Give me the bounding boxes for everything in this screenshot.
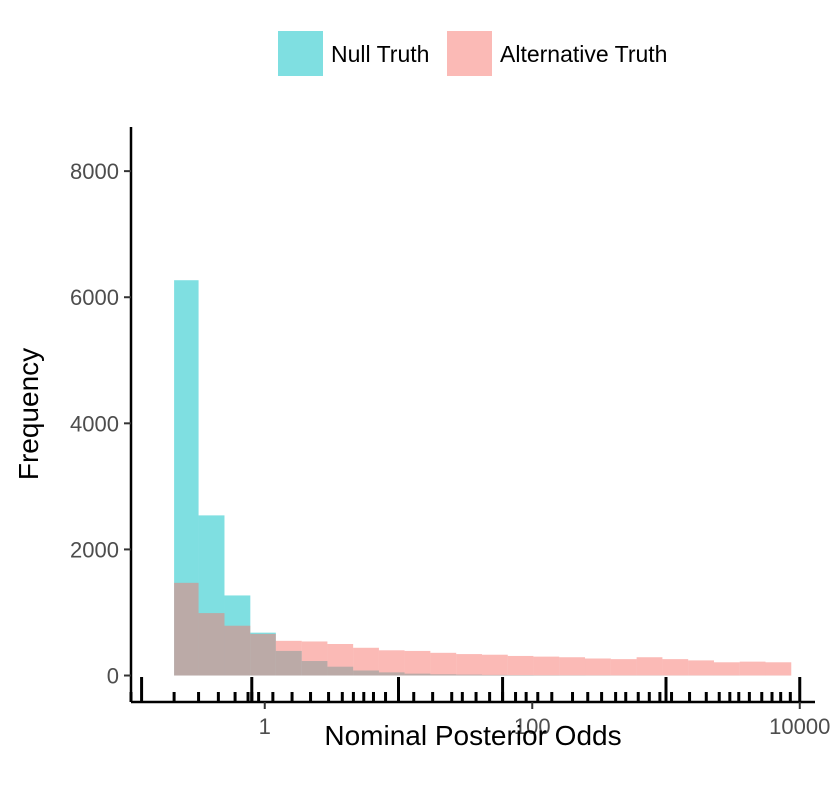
y-tick-label-4: 8000 <box>70 159 119 184</box>
x-tick-label-1: 100 <box>514 714 551 739</box>
legend-label-alternative-truth: Alternative Truth <box>500 41 667 67</box>
alternative-truth-bar-12 <box>482 654 508 676</box>
alternative-truth-bar-6 <box>327 644 354 676</box>
legend: Null Truth Alternative Truth <box>278 31 667 76</box>
alternative-truth-bar-11 <box>456 654 482 676</box>
legend-swatch-null-truth <box>278 31 323 76</box>
y-tick-label-1: 2000 <box>70 537 119 562</box>
alternative-truth-bar-14 <box>533 656 560 676</box>
alternative-truth-bar-7 <box>353 647 379 676</box>
alternative-truth-bar-13 <box>507 655 534 676</box>
alternative-truth-bar-10 <box>430 652 457 676</box>
alternative-truth-bar-16 <box>585 658 611 676</box>
alternative-truth-bar-18 <box>636 657 663 676</box>
y-tick-label-3: 6000 <box>70 285 119 310</box>
alternative-truth-bar-2 <box>224 625 251 676</box>
x-axis-title: Nominal Posterior Odds <box>324 720 621 751</box>
alternative-truth-bar-3 <box>250 633 276 676</box>
legend-label-null-truth: Null Truth <box>331 41 429 67</box>
alternative-truth-bar-17 <box>610 659 637 676</box>
alternative-truth-bar-22 <box>739 661 766 676</box>
y-tick-label-0: 0 <box>107 664 119 689</box>
alternative-truth-bar-20 <box>688 660 714 676</box>
null-truth-bars <box>174 280 792 676</box>
y-axis-title: Frequency <box>13 348 44 480</box>
legend-swatch-alternative-truth <box>447 31 492 76</box>
y-tick-label-2: 4000 <box>70 411 119 436</box>
alternative-truth-bar-15 <box>559 657 586 676</box>
alternative-truth-bar-21 <box>713 662 740 676</box>
axes: 0 2000 4000 6000 8000 1 100 10000 <box>70 127 830 739</box>
x-tick-label-0: 1 <box>259 714 271 739</box>
alternative-truth-bar-8 <box>378 650 405 676</box>
alternative-truth-bar-0 <box>174 582 199 676</box>
alternative-truth-bar-4 <box>275 640 302 676</box>
rug-marks <box>129 677 802 702</box>
alternative-truth-bar-23 <box>765 662 792 676</box>
alternative-truth-bars <box>174 582 792 676</box>
alternative-truth-bar-19 <box>662 659 689 676</box>
alternative-truth-bar-9 <box>404 650 431 676</box>
x-tick-label-2: 10000 <box>769 714 830 739</box>
alternative-truth-bar-5 <box>301 641 328 676</box>
alternative-truth-bar-1 <box>198 613 225 676</box>
